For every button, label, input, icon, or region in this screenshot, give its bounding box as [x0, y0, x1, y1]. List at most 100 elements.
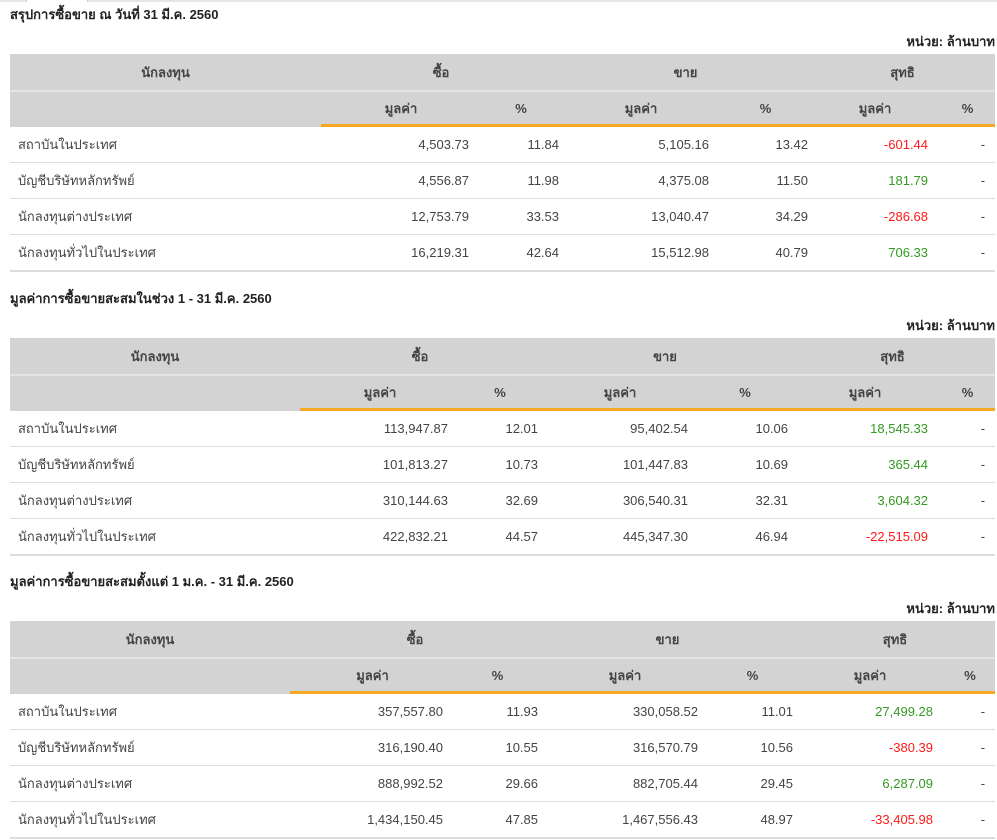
table-row: บัญชีบริษัทหลักทรัพย์ 101,813.27 10.73 1…	[10, 446, 996, 483]
investor-name: บัญชีบริษัทหลักทรัพย์	[10, 162, 321, 199]
buy-value: 113,947.87	[300, 409, 460, 447]
sell-percent: 34.29	[721, 198, 811, 235]
header-blank	[10, 374, 300, 411]
header-buy-value: มูลค่า	[321, 90, 481, 127]
sell-percent: 32.31	[700, 482, 791, 519]
header-net-percent: %	[940, 90, 996, 127]
net-percent: -	[940, 198, 996, 235]
trading-summary-section: มูลค่าการซื้อขายสะสมในช่วง 1 - 31 มี.ค. …	[10, 290, 996, 556]
header-buy-percent: %	[481, 90, 562, 127]
buy-percent: 47.85	[455, 801, 541, 839]
sell-value: 95,402.54	[540, 409, 701, 447]
buy-value: 16,219.31	[321, 234, 481, 272]
trading-table: นักลงทุน ซื้อ ขาย สุทธิ มูลค่า% มูลค่า% มู…	[10, 54, 996, 272]
sell-value: 4,375.08	[561, 162, 722, 199]
table-row: นักลงทุนต่างประเทศ 888,992.52 29.66 882,…	[10, 765, 996, 802]
net-percent: -	[940, 482, 996, 519]
investor-name: นักลงทุนทั่วไปในประเทศ	[10, 234, 321, 272]
active-tab[interactable]	[26, 0, 88, 2]
header-buy-value: มูลค่า	[290, 657, 455, 694]
header-net-value: มูลค่า	[790, 374, 941, 411]
header-buy: ซื้อ	[321, 54, 562, 91]
header-sell-value: มูลค่า	[540, 374, 701, 411]
header-buy: ซื้อ	[300, 338, 541, 375]
sell-percent: 11.50	[721, 162, 811, 199]
buy-percent: 11.84	[481, 125, 562, 163]
sell-value: 101,447.83	[540, 446, 701, 483]
investor-name: นักลงทุนต่างประเทศ	[10, 198, 321, 235]
table-row: บัญชีบริษัทหลักทรัพย์ 4,556.87 11.98 4,3…	[10, 162, 996, 199]
buy-percent: 11.98	[481, 162, 562, 199]
buy-percent: 10.55	[455, 729, 541, 766]
table-row: นักลงทุนทั่วไปในประเทศ 16,219.31 42.64 1…	[10, 234, 996, 272]
trading-table: นักลงทุน ซื้อ ขาย สุทธิ มูลค่า% มูลค่า% มู…	[10, 621, 996, 839]
net-percent: -	[940, 446, 996, 483]
sell-percent: 48.97	[710, 801, 796, 839]
header-buy-percent: %	[460, 374, 541, 411]
sell-percent: 11.01	[710, 692, 796, 730]
buy-value: 422,832.21	[300, 518, 460, 556]
sell-percent: 29.45	[710, 765, 796, 802]
table-row: สถาบันในประเทศ 4,503.73 11.84 5,105.16 1…	[10, 125, 996, 163]
investor-name: นักลงทุนต่างประเทศ	[10, 482, 300, 519]
net-percent: -	[945, 692, 996, 730]
header-sell-percent: %	[721, 90, 811, 127]
header-sell-percent: %	[710, 657, 796, 694]
sell-value: 15,512.98	[561, 234, 722, 272]
buy-percent: 11.93	[455, 692, 541, 730]
header-sell: ขาย	[561, 54, 811, 91]
buy-value: 310,144.63	[300, 482, 460, 519]
investor-name: บัญชีบริษัทหลักทรัพย์	[10, 446, 300, 483]
sell-percent: 13.42	[721, 125, 811, 163]
buy-percent: 29.66	[455, 765, 541, 802]
net-value: 365.44	[790, 446, 941, 483]
unit-label: หน่วย: ล้านบาท	[906, 318, 995, 333]
top-tab-strip	[0, 0, 997, 2]
investor-name: สถาบันในประเทศ	[10, 125, 321, 163]
net-value: 181.79	[810, 162, 941, 199]
buy-value: 4,503.73	[321, 125, 481, 163]
section-title: มูลค่าการซื้อขายสะสมในช่วง 1 - 31 มี.ค. …	[10, 291, 272, 306]
investor-name: สถาบันในประเทศ	[10, 692, 290, 730]
buy-percent: 12.01	[460, 409, 541, 447]
table-row: สถาบันในประเทศ 357,557.80 11.93 330,058.…	[10, 692, 996, 730]
header-investor: นักลงทุน	[10, 621, 290, 658]
sell-value: 5,105.16	[561, 125, 722, 163]
net-value: 6,287.09	[795, 765, 946, 802]
sell-value: 1,467,556.43	[540, 801, 711, 839]
buy-value: 4,556.87	[321, 162, 481, 199]
net-percent: -	[940, 162, 996, 199]
buy-percent: 10.73	[460, 446, 541, 483]
header-net: สุทธิ	[795, 621, 996, 658]
sell-value: 316,570.79	[540, 729, 711, 766]
table-row: นักลงทุนต่างประเทศ 12,753.79 33.53 13,04…	[10, 198, 996, 235]
sell-value: 306,540.31	[540, 482, 701, 519]
net-value: -33,405.98	[795, 801, 946, 839]
header-sell-value: มูลค่า	[540, 657, 711, 694]
header-sell: ขาย	[540, 338, 791, 375]
unit-label: หน่วย: ล้านบาท	[906, 601, 995, 616]
buy-percent: 44.57	[460, 518, 541, 556]
buy-value: 357,557.80	[290, 692, 455, 730]
buy-value: 12,753.79	[321, 198, 481, 235]
header-net-value: มูลค่า	[810, 90, 941, 127]
net-percent: -	[940, 125, 996, 163]
unit-label: หน่วย: ล้านบาท	[906, 34, 995, 49]
net-value: 706.33	[810, 234, 941, 272]
net-value: 18,545.33	[790, 409, 941, 447]
sell-value: 13,040.47	[561, 198, 722, 235]
table-row: นักลงทุนต่างประเทศ 310,144.63 32.69 306,…	[10, 482, 996, 519]
investor-name: สถาบันในประเทศ	[10, 409, 300, 447]
investor-name: บัญชีบริษัทหลักทรัพย์	[10, 729, 290, 766]
header-buy-value: มูลค่า	[300, 374, 460, 411]
net-percent: -	[940, 409, 996, 447]
net-value: 27,499.28	[795, 692, 946, 730]
header-blank	[10, 90, 321, 127]
sell-percent: 10.69	[700, 446, 791, 483]
net-value: -380.39	[795, 729, 946, 766]
buy-percent: 42.64	[481, 234, 562, 272]
table-row: บัญชีบริษัทหลักทรัพย์ 316,190.40 10.55 3…	[10, 729, 996, 766]
sell-value: 330,058.52	[540, 692, 711, 730]
net-percent: -	[940, 518, 996, 556]
investor-name: นักลงทุนต่างประเทศ	[10, 765, 290, 802]
